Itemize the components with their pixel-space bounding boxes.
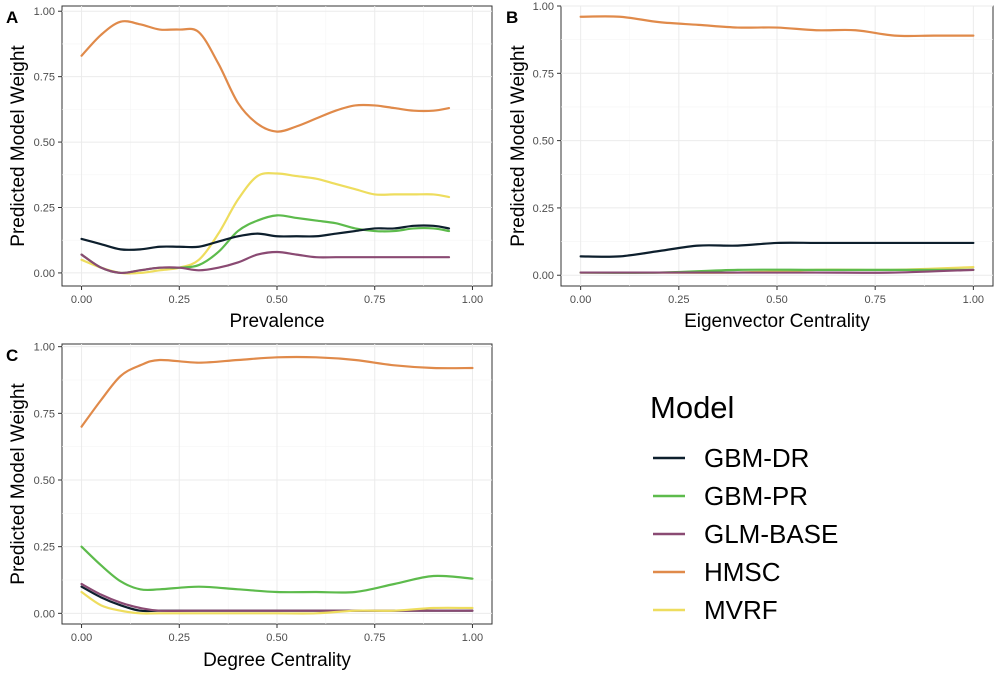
panel-b-letter: B — [506, 8, 518, 27]
legend-title: Model — [650, 390, 734, 425]
panel-c-y-tick-label: 0.00 — [34, 608, 55, 620]
panel-a-y-tick-label: 0.75 — [34, 72, 55, 84]
panel-a-x-tick-label: 0.00 — [71, 294, 92, 306]
panel-c-x-title: Degree Centrality — [203, 650, 351, 671]
panel-b-x-tick-label: 0.75 — [864, 294, 885, 306]
panel-b-x-tick-label: 0.25 — [668, 294, 689, 306]
legend-label-gbm-dr: GBM-DR — [704, 443, 809, 473]
panel-b-series-glm-base — [579, 268, 975, 274]
panel-b-y-title: Predicted Model Weight — [508, 45, 529, 247]
legend-label-glm-base: GLM-BASE — [704, 519, 838, 549]
panel-a-x-tick-label: 0.25 — [169, 294, 190, 306]
panel-b-series-hmsc — [579, 15, 975, 38]
panel-a-x-tick-label: 0.75 — [364, 294, 385, 306]
panel-c-grid — [62, 344, 492, 624]
panel-a-y-tick-label: 0.50 — [34, 137, 55, 149]
panel-b-grid — [561, 5, 993, 286]
panel-a-x-tick-label: 0.50 — [266, 294, 287, 306]
legend-label-hmsc: HMSC — [704, 557, 781, 587]
legend-entries: GBM-DR GBM-PR GLM-BASE HMSC MVRF — [653, 443, 838, 625]
panel-b-y-tick-label: 1.00 — [533, 1, 554, 13]
panel-a-y-tick-label: 0.00 — [34, 268, 55, 280]
panel-c-y-tick-label: 0.25 — [34, 542, 55, 554]
panel-c-x-tick-label: 0.75 — [364, 632, 385, 644]
panel-b-y-tick-label: 0.25 — [533, 203, 554, 215]
panel-c: C 0.00 0.25 0.50 0.75 1.00 0.00 0.25 0.50 0.75 1.… — [6, 342, 493, 671]
panel-b-x-tick-label: 0.50 — [766, 294, 787, 306]
panel-a-x-tick-label: 1.00 — [462, 294, 483, 306]
panel-a-letter: A — [6, 8, 18, 27]
panel-b-y-tick-label: 0.50 — [533, 136, 554, 148]
panel-b-x-tick-label: 0.00 — [570, 294, 591, 306]
panel-c-y-tick-label: 0.50 — [34, 475, 55, 487]
legend-label-mvrf: MVRF — [704, 595, 778, 625]
panel-c-letter: C — [6, 346, 18, 365]
panel-a-series-hmsc — [80, 20, 451, 133]
panel-a-series-gbm-pr — [80, 214, 451, 275]
panel-a-y-tick-label: 0.25 — [34, 202, 55, 214]
panel-c-y-tick-label: 0.75 — [34, 408, 55, 420]
panel-c-y-title: Predicted Model Weight — [8, 383, 29, 585]
panel-b: B 0.00 0.25 0.50 0.75 1.00 0.00 0.25 0.50 0.75 1.… — [506, 1, 994, 332]
panel-b-y-tick-label: 0.00 — [533, 270, 554, 282]
panel-b-x-title: Eigenvector Centrality — [684, 311, 870, 332]
panel-b-ticks: 0.00 0.25 0.50 0.75 1.00 0.00 0.25 0.50 0.75 1.00 — [533, 1, 984, 306]
panel-b-x-tick-label: 1.00 — [963, 294, 984, 306]
panel-a-series-glm-base — [80, 250, 451, 275]
panel-a-series-gbm-dr — [80, 224, 451, 251]
panel-a-series — [80, 20, 451, 275]
panel-c-series — [80, 355, 474, 615]
panel-c-x-tick-label: 1.00 — [462, 632, 483, 644]
panel-c-ticks: 0.00 0.25 0.50 0.75 1.00 0.00 0.25 0.50 0.75 1.00 — [34, 342, 484, 644]
panel-c-x-tick-label: 0.25 — [169, 632, 190, 644]
panel-c-y-tick-label: 1.00 — [34, 342, 55, 354]
panel-c-series-hmsc — [80, 355, 474, 428]
panel-b-series-gbm-dr — [579, 241, 975, 258]
panel-a: A 0.00 0.25 0.50 0.75 1.00 0.00 0.25 0.50 0.75 1.… — [6, 5, 493, 332]
panel-b-series — [579, 15, 975, 274]
legend: Model GBM-DR GBM-PR GLM-BASE HMSC MVRF — [650, 390, 838, 625]
panel-a-grid — [62, 6, 492, 286]
panel-a-x-title: Prevalence — [229, 311, 324, 332]
panel-c-series-gbm-pr — [80, 545, 474, 594]
panel-c-series-mvrf — [80, 590, 474, 615]
panel-c-x-tick-label: 0.50 — [266, 632, 287, 644]
panel-a-y-tick-label: 1.00 — [34, 6, 55, 18]
panel-b-y-tick-label: 0.75 — [533, 68, 554, 80]
panel-a-y-title: Predicted Model Weight — [8, 45, 29, 247]
panel-a-ticks: 0.00 0.25 0.50 0.75 1.00 0.00 0.25 0.50 0.75 1.00 — [34, 6, 484, 306]
legend-label-gbm-pr: GBM-PR — [704, 481, 808, 511]
panel-c-x-tick-label: 0.00 — [71, 632, 92, 644]
panel-a-series-mvrf — [80, 172, 451, 275]
